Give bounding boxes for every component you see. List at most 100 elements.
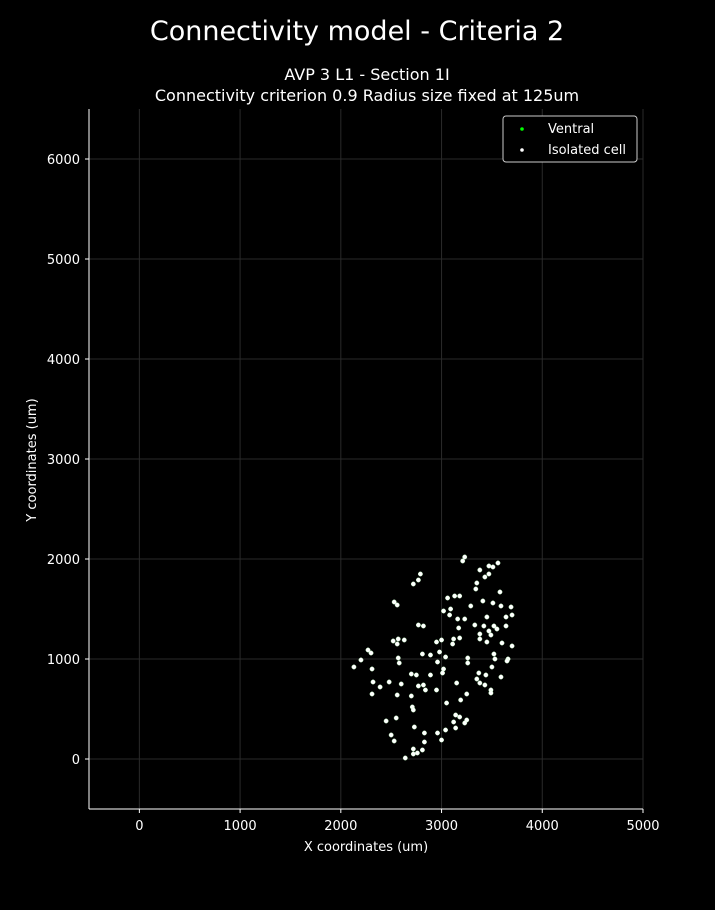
data-point-isolated-cell <box>422 730 427 736</box>
data-point-isolated-cell <box>509 643 515 649</box>
y-tick-label: 4000 <box>47 353 80 368</box>
data-point-isolated-cell <box>401 637 407 643</box>
y-tick-label: 3000 <box>47 453 80 468</box>
data-point-isolated-cell <box>435 659 440 665</box>
data-point-isolated-cell <box>415 622 421 628</box>
data-point-isolated-cell <box>474 676 480 682</box>
data-points <box>351 554 515 761</box>
data-point-isolated-cell <box>410 581 416 587</box>
data-point-isolated-cell <box>443 727 448 733</box>
data-point-isolated-cell <box>395 636 401 642</box>
x-tick-label: 3000 <box>425 819 458 834</box>
data-point-isolated-cell <box>434 687 439 693</box>
data-point-isolated-cell <box>484 614 490 620</box>
data-point-isolated-cell <box>417 571 423 577</box>
data-point-isolated-cell <box>453 725 459 731</box>
data-point-isolated-cell <box>457 635 463 641</box>
data-point-isolated-cell <box>420 747 425 753</box>
data-point-isolated-cell <box>509 612 515 618</box>
data-point-isolated-cell <box>491 651 497 657</box>
data-point-isolated-cell <box>477 567 483 573</box>
data-point-isolated-cell <box>444 700 449 706</box>
data-point-isolated-cell <box>439 637 444 643</box>
y-tick-label: 1000 <box>47 653 80 668</box>
data-point-isolated-cell <box>452 593 458 599</box>
data-point-isolated-cell <box>408 671 414 677</box>
data-point-isolated-cell <box>434 639 439 645</box>
data-point-isolated-cell <box>428 672 433 678</box>
data-point-isolated-cell <box>498 603 504 609</box>
data-point-isolated-cell <box>423 687 428 693</box>
data-point-isolated-cell <box>441 666 446 672</box>
x-tick-label: 5000 <box>626 819 659 834</box>
data-point-isolated-cell <box>435 730 440 736</box>
data-point-isolated-cell <box>457 593 463 599</box>
data-point-isolated-cell <box>494 626 500 632</box>
data-point-isolated-cell <box>508 604 514 610</box>
y-tick-label: 6000 <box>47 153 80 168</box>
data-point-isolated-cell <box>477 680 483 686</box>
legend: Ventral Isolated cell <box>502 115 638 163</box>
data-point-isolated-cell <box>395 655 401 661</box>
data-point-isolated-cell <box>388 732 394 738</box>
data-point-isolated-cell <box>490 600 496 606</box>
data-point-isolated-cell <box>414 750 420 756</box>
data-point-isolated-cell <box>486 571 492 577</box>
data-point-isolated-cell <box>411 724 417 730</box>
data-point-isolated-cell <box>445 595 450 601</box>
data-point-isolated-cell <box>456 625 462 631</box>
data-point-isolated-cell <box>410 707 416 713</box>
x-tick-label: 0 <box>135 819 143 834</box>
data-point-isolated-cell <box>437 649 442 655</box>
chart-title-line1: AVP 3 L1 - Section 1I <box>284 65 449 84</box>
data-point-isolated-cell <box>386 679 392 685</box>
data-point-isolated-cell <box>390 638 396 644</box>
data-point-isolated-cell <box>394 602 400 608</box>
data-point-isolated-cell <box>474 580 480 586</box>
data-point-isolated-cell <box>450 641 456 647</box>
data-point-isolated-cell <box>420 651 425 657</box>
data-point-isolated-cell <box>443 654 448 660</box>
data-point-isolated-cell <box>460 558 466 564</box>
data-point-isolated-cell <box>462 720 468 726</box>
data-point-isolated-cell <box>408 693 414 699</box>
data-point-isolated-cell <box>422 739 427 745</box>
data-point-isolated-cell <box>499 640 505 646</box>
data-point-isolated-cell <box>451 719 457 725</box>
data-point-isolated-cell <box>465 655 471 661</box>
data-point-isolated-cell <box>489 664 495 670</box>
legend-label-ventral: Ventral <box>548 122 594 137</box>
data-point-isolated-cell <box>477 636 483 642</box>
x-tick-label: 4000 <box>526 819 559 834</box>
data-point-isolated-cell <box>497 589 503 595</box>
data-point-isolated-cell <box>503 623 509 629</box>
data-point-isolated-cell <box>421 682 426 688</box>
data-point-isolated-cell <box>465 660 471 666</box>
data-point-isolated-cell <box>488 690 494 696</box>
data-point-isolated-cell <box>369 691 375 697</box>
legend-label-isolated: Isolated cell <box>548 143 626 158</box>
data-point-isolated-cell <box>484 639 490 645</box>
data-point-isolated-cell <box>462 616 468 622</box>
data-point-isolated-cell <box>491 623 497 629</box>
data-point-isolated-cell <box>410 751 416 757</box>
x-tick-label: 1000 <box>224 819 257 834</box>
data-point-isolated-cell <box>495 560 501 566</box>
data-point-isolated-cell <box>383 718 389 724</box>
data-point-isolated-cell <box>498 674 504 680</box>
data-point-isolated-cell <box>393 715 399 721</box>
y-tick-label: 2000 <box>47 553 80 568</box>
data-point-isolated-cell <box>486 563 492 569</box>
legend-marker-isolated <box>520 148 524 152</box>
legend-marker-ventral <box>520 127 524 131</box>
data-point-isolated-cell <box>462 554 468 560</box>
data-point-isolated-cell <box>504 658 510 664</box>
data-point-isolated-cell <box>455 616 461 622</box>
legend-box <box>502 115 638 163</box>
data-point-isolated-cell <box>415 577 421 583</box>
chart-title-line2: Connectivity criterion 0.9 Radius size f… <box>155 86 579 105</box>
data-point-isolated-cell <box>447 612 453 618</box>
data-point-isolated-cell <box>486 628 492 634</box>
y-tick-label: 5000 <box>47 253 80 268</box>
y-axis-label: Y coordinates (um) <box>25 398 40 522</box>
